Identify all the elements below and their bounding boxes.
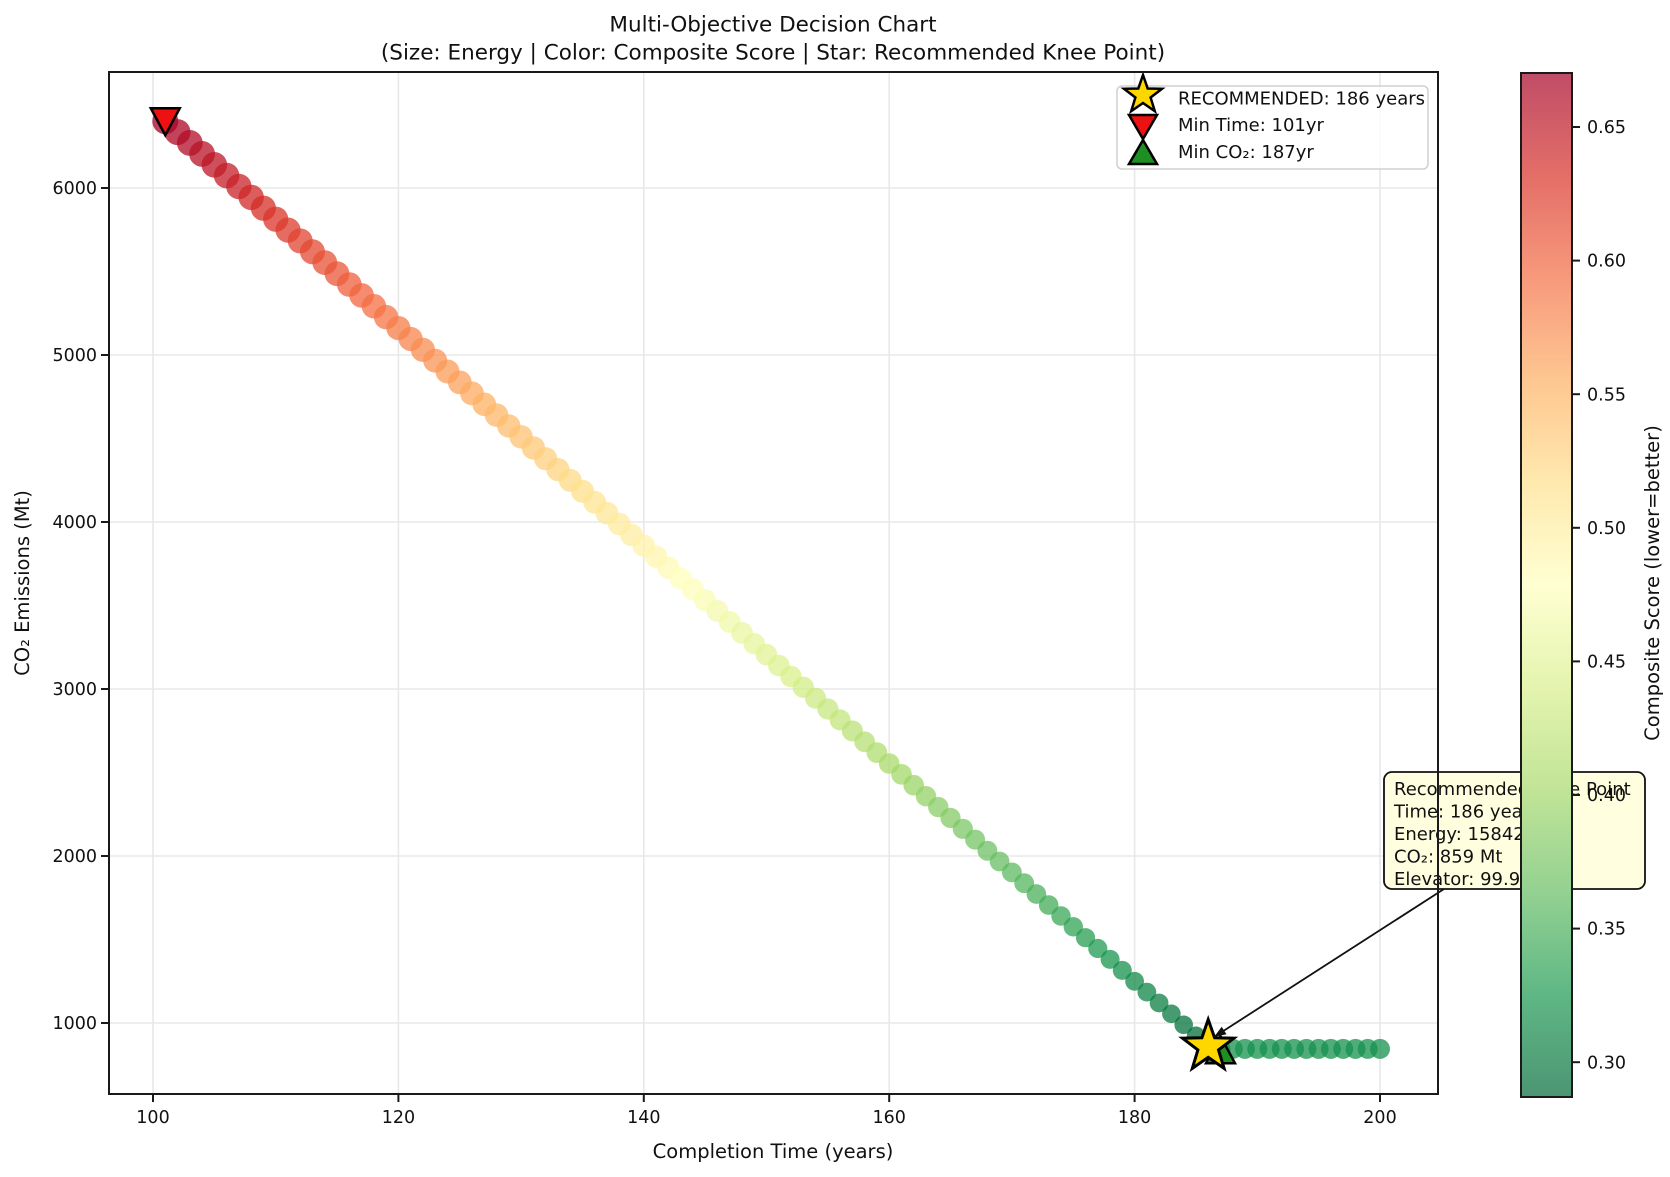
- scatter-point: [1125, 971, 1144, 991]
- colorbar-tick-label: 0.40: [1587, 786, 1626, 806]
- legend-triangle-up-icon: [1126, 137, 1160, 166]
- scatter-point: [1149, 993, 1169, 1013]
- colorbar-tick-label: 0.45: [1587, 653, 1626, 673]
- y-tick-label: 1000: [52, 1014, 97, 1034]
- colorbar-strip: [1521, 73, 1572, 1097]
- colorbar: 0.30 0.35 0.40 0.45 0.50 0.55 0.60 0.65 Composi…: [1520, 72, 1664, 1098]
- colorbar-frame: [1520, 72, 1573, 1098]
- legend-markers: [1120, 71, 1166, 166]
- chart-title: Multi-Objective Decision Chart: [609, 13, 936, 38]
- scatter-point: [1137, 982, 1157, 1002]
- plot-frame: [108, 71, 1439, 1095]
- y-axis-label: CO₂ Emissions (Mt): [11, 490, 34, 676]
- x-tick-label: 200: [1363, 1108, 1396, 1128]
- scatter-point: [1174, 1015, 1193, 1035]
- legend-star-icon: [1120, 71, 1166, 115]
- x-axis-label: Completion Time (years): [653, 1140, 894, 1163]
- x-tick-label: 120: [382, 1108, 415, 1128]
- colorbar-tick-label: 0.65: [1587, 118, 1626, 138]
- legend-label-recommended: RECOMMENDED: 186 years: [1178, 88, 1425, 109]
- recommended-star-marker: [1178, 1014, 1239, 1073]
- colorbar-tick-label: 0.30: [1587, 1053, 1626, 1073]
- x-tick-label: 180: [1118, 1108, 1151, 1128]
- min-time-marker: [148, 106, 182, 138]
- scatter-series: [152, 108, 1390, 1060]
- annotation-arrow-line: [1213, 888, 1445, 1038]
- colorbar-tick-label: 0.50: [1587, 519, 1626, 539]
- scatter-point: [1162, 1004, 1181, 1024]
- scatter-point: [1112, 960, 1132, 980]
- y-tick-label: 5000: [52, 346, 97, 366]
- scatter-point: [1100, 949, 1120, 969]
- annotation-arrowhead: [1214, 1026, 1227, 1037]
- scatter-point: [1088, 938, 1108, 959]
- axes: 100 120 140 160 180 200 1000 2000 3000 4000 5000 60…: [11, 13, 1439, 1163]
- x-tick-label: 100: [136, 1108, 169, 1128]
- annotation-line: CO₂: 859 Mt: [1394, 847, 1502, 868]
- x-tick-label: 160: [872, 1108, 905, 1128]
- colorbar-tick-label: 0.35: [1587, 920, 1626, 940]
- y-tick-label: 2000: [52, 847, 97, 867]
- axis-ticks: [101, 187, 1381, 1102]
- scatter-point: [1370, 1038, 1390, 1059]
- legend: RECOMMENDED: 186 years Min Time: 101yr M…: [1116, 71, 1429, 170]
- x-tick-label: 140: [627, 1108, 660, 1128]
- y-tick-label: 6000: [52, 179, 97, 199]
- colorbar-tick-label: 0.60: [1587, 252, 1626, 272]
- legend-label-min-co2: Min CO₂: 187yr: [1178, 142, 1314, 163]
- axis-tick-labels: 100 120 140 160 180 200 1000 2000 3000 4000 5000 60…: [52, 179, 1396, 1128]
- colorbar-tick-label: 0.55: [1587, 385, 1626, 405]
- chart-subtitle: (Size: Energy | Color: Composite Score |…: [381, 41, 1165, 66]
- legend-triangle-down-icon: [1126, 113, 1160, 142]
- scatter-point: [1075, 928, 1096, 948]
- annotation-line: Elevator: 99.9%: [1394, 869, 1537, 890]
- y-tick-label: 4000: [52, 513, 97, 533]
- annotation-line: Time: 186 years: [1393, 802, 1539, 823]
- y-tick-label: 3000: [52, 680, 97, 700]
- annotation-box: [1383, 771, 1646, 890]
- annotation-callout: Recommended Knee Point Time: 186 years E…: [1213, 771, 1646, 1038]
- colorbar-ticks: 0.30 0.35 0.40 0.45 0.50 0.55 0.60 0.65: [1572, 118, 1626, 1073]
- legend-label-min-time: Min Time: 101yr: [1178, 115, 1325, 136]
- legend-box: [1116, 85, 1429, 170]
- colorbar-label: Composite Score (lower=better): [1641, 425, 1664, 741]
- special-markers: [148, 106, 1239, 1073]
- gridlines: [109, 72, 1438, 1094]
